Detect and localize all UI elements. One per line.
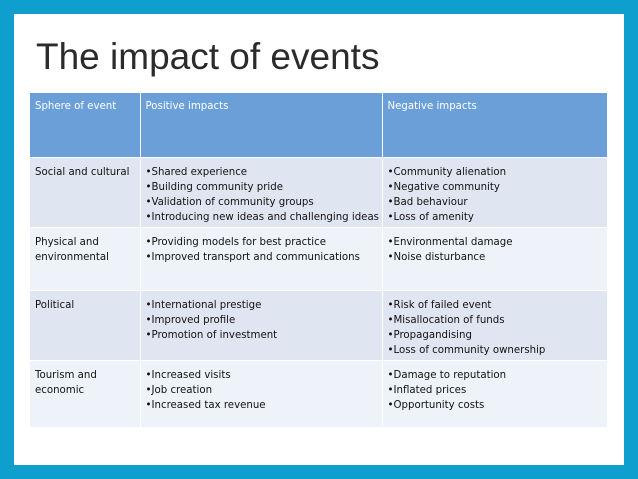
impact-table: Sphere of event Positive impacts Negativ… (30, 93, 608, 428)
negative-item: •Loss of amenity (387, 212, 474, 223)
sphere-cell: Political (30, 290, 141, 361)
positive-cell: •Providing models for best practice •Imp… (140, 227, 383, 291)
positive-item: •Improved transport and communications (145, 252, 360, 263)
table-row: Physical and environmental •Providing mo… (30, 227, 608, 291)
positive-item: •Promotion of investment (145, 330, 278, 341)
sphere-cell: Physical and environmental (30, 227, 141, 291)
positive-item: •Improved profile (145, 315, 236, 326)
negative-cell: •Risk of failed event •Misallocation of … (382, 290, 608, 361)
negative-item: •Community alienation (387, 167, 507, 178)
positive-item: •Building community pride (145, 182, 283, 193)
positive-item: •Introducing new ideas and challenging i… (145, 212, 380, 223)
table-row: Social and cultural •Shared experience •… (30, 157, 608, 228)
positive-cell: •Increased visits •Job creation •Increas… (140, 360, 383, 428)
negative-item: •Damage to reputation (387, 370, 507, 381)
negative-cell: •Damage to reputation •Inflated prices •… (382, 360, 608, 428)
negative-item: •Bad behaviour (387, 197, 468, 208)
positive-item: •Validation of community groups (145, 197, 314, 208)
positive-item: •Increased visits (145, 370, 231, 381)
negative-item: •Misallocation of funds (387, 315, 505, 326)
sphere-line: Physical and (35, 237, 99, 248)
sphere-line: environmental (35, 252, 109, 263)
table-header-row: Sphere of event Positive impacts Negativ… (30, 93, 608, 158)
sphere-line: Tourism and (35, 370, 97, 381)
negative-item: •Inflated prices (387, 385, 467, 396)
header-sphere: Sphere of event (30, 93, 141, 158)
positive-item: •Increased tax revenue (145, 400, 266, 411)
negative-item: •Risk of failed event (387, 300, 492, 311)
negative-item: •Noise disturbance (387, 252, 486, 263)
negative-cell: •Community alienation •Negative communit… (382, 157, 608, 228)
sphere-cell: Social and cultural (30, 157, 141, 228)
positive-item: •Providing models for best practice (145, 237, 326, 248)
table-row: Tourism and economic •Increased visits •… (30, 360, 608, 428)
positive-item: •Job creation (145, 385, 213, 396)
positive-cell: •Shared experience •Building community p… (140, 157, 383, 228)
table-row: Political •International prestige •Impro… (30, 290, 608, 361)
sphere-line: Social and cultural (35, 167, 130, 178)
negative-item: •Propagandising (387, 330, 472, 341)
negative-item: •Negative community (387, 182, 500, 193)
slide-title: The impact of events (36, 36, 380, 77)
header-negative: Negative impacts (382, 93, 608, 158)
negative-item: •Opportunity costs (387, 400, 485, 411)
negative-cell: •Environmental damage •Noise disturbance (382, 227, 608, 291)
sphere-line: Political (35, 300, 75, 311)
positive-item: •Shared experience (145, 167, 248, 178)
positive-item: •International prestige (145, 300, 262, 311)
sphere-line: economic (35, 385, 85, 396)
sphere-cell: Tourism and economic (30, 360, 141, 428)
negative-item: •Environmental damage (387, 237, 513, 248)
positive-cell: •International prestige •Improved profil… (140, 290, 383, 361)
header-positive: Positive impacts (140, 93, 383, 158)
negative-item: •Loss of community ownership (387, 345, 546, 356)
